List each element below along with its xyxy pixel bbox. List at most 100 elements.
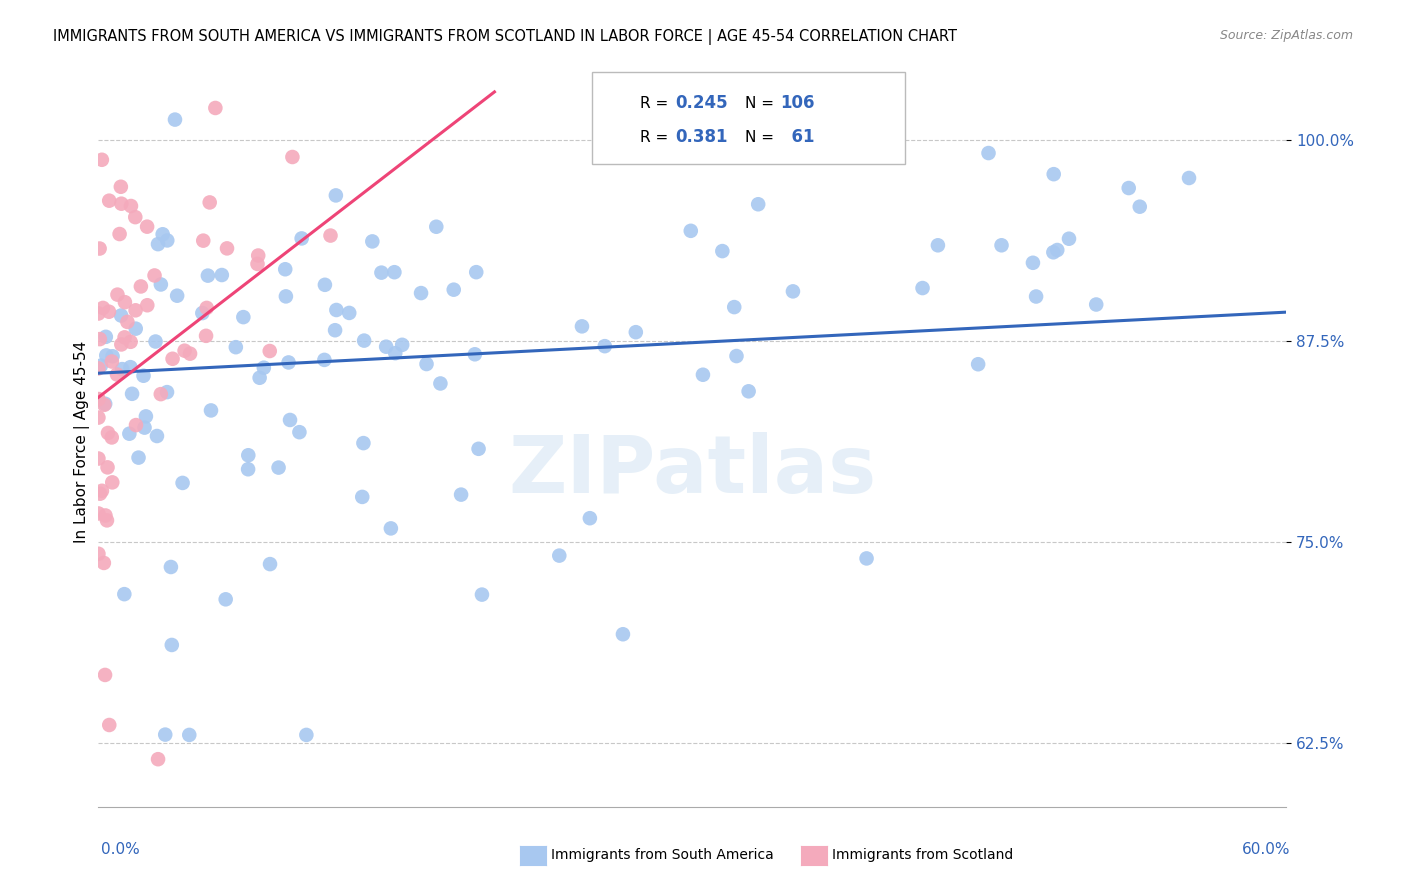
Point (124, 303, 146, 318)
Point (87, 507, 110, 521)
Point (1178, 171, 1201, 186)
Point (135, 409, 157, 424)
Point (87, 392, 110, 406)
Point (87, 547, 110, 561)
Point (108, 227, 131, 241)
Point (152, 227, 174, 242)
Point (146, 429, 169, 443)
Point (172, 475, 194, 490)
Point (179, 346, 201, 360)
Point (136, 219, 159, 234)
Point (314, 352, 336, 367)
Point (204, 101, 226, 115)
Text: 0.245: 0.245 (675, 95, 727, 112)
Point (274, 262, 297, 277)
Point (246, 257, 269, 271)
Point (110, 337, 132, 351)
Text: R =: R = (640, 96, 673, 111)
Point (471, 588, 494, 602)
Point (160, 560, 183, 574)
Point (160, 638, 183, 652)
Point (1042, 167, 1064, 181)
Point (191, 306, 214, 320)
Point (1025, 289, 1047, 303)
Point (156, 234, 179, 248)
Point (146, 237, 169, 252)
Point (711, 244, 734, 258)
Point (101, 475, 124, 490)
Point (120, 199, 142, 213)
Point (114, 295, 136, 310)
Point (990, 238, 1012, 252)
Point (723, 300, 745, 314)
Point (247, 248, 270, 262)
Point (249, 370, 271, 384)
Point (259, 344, 281, 359)
Point (1085, 297, 1108, 311)
Point (98, 194, 121, 208)
Point (267, 460, 290, 475)
Point (429, 376, 451, 391)
Point (579, 511, 602, 525)
Text: IMMIGRANTS FROM SOUTH AMERICA VS IMMIGRANTS FROM SCOTLAND IN LABOR FORCE | AGE 4: IMMIGRANTS FROM SOUTH AMERICA VS IMMIGRA… (53, 29, 957, 45)
Point (117, 315, 139, 329)
Point (571, 319, 593, 334)
Point (375, 340, 398, 354)
Point (114, 330, 136, 344)
Point (1046, 243, 1069, 257)
Point (89, 242, 111, 256)
Point (288, 425, 311, 439)
Point (319, 228, 342, 243)
Point (101, 349, 124, 363)
Point (94, 397, 117, 411)
Point (464, 347, 486, 361)
Point (325, 188, 347, 202)
Point (679, 224, 702, 238)
Point (94, 330, 117, 344)
Point (124, 210, 146, 224)
Point (1129, 200, 1152, 214)
Point (747, 197, 769, 211)
Point (225, 340, 247, 354)
Point (112, 587, 135, 601)
Point (281, 150, 304, 164)
Point (89, 486, 111, 500)
Point (120, 360, 142, 375)
Point (94, 668, 117, 682)
Text: 60.0%: 60.0% (1243, 842, 1291, 856)
Point (87, 451, 110, 466)
Point (361, 235, 384, 249)
Text: Source: ZipAtlas.com: Source: ZipAtlas.com (1219, 29, 1353, 42)
Text: N =: N = (745, 130, 779, 145)
Text: 106: 106 (780, 95, 815, 112)
Point (291, 231, 314, 245)
Point (323, 323, 346, 337)
Point (370, 266, 392, 280)
Point (415, 357, 437, 371)
Point (93, 556, 115, 570)
Point (236, 462, 259, 476)
Point (132, 368, 155, 383)
Point (105, 368, 128, 382)
Point (384, 265, 406, 279)
Point (353, 334, 375, 348)
Point (325, 303, 347, 318)
Point (737, 384, 759, 399)
Point (149, 387, 172, 401)
Point (1118, 181, 1140, 195)
Point (593, 339, 616, 353)
Point (612, 627, 634, 641)
Point (215, 592, 238, 607)
Point (967, 357, 990, 371)
Point (96, 348, 118, 362)
Text: 0.381: 0.381 (675, 128, 727, 146)
Text: R =: R = (640, 130, 673, 145)
Point (380, 521, 402, 535)
Point (121, 386, 143, 401)
Point (782, 285, 804, 299)
Point (100, 430, 122, 444)
Point (193, 234, 215, 248)
Point (97, 425, 120, 440)
Point (149, 277, 172, 292)
Point (155, 728, 177, 742)
